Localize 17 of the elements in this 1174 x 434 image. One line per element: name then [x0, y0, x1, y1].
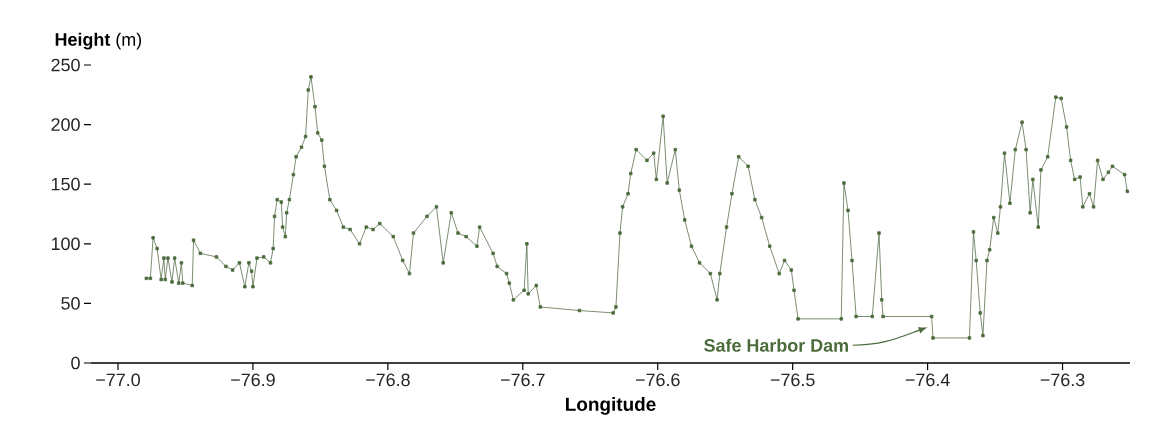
- x-tick-label: −77.0: [96, 373, 140, 387]
- x-tick-label: −76.8: [366, 373, 410, 387]
- x-tick-label: −76.4: [905, 373, 950, 387]
- y-tick-label: 200: [51, 118, 80, 131]
- y-axis-title: Height (m): [55, 32, 142, 50]
- x-tick-label: −76.9: [231, 373, 275, 387]
- y-tick-label: 0: [71, 356, 80, 370]
- x-tick-label: −76.3: [1040, 373, 1085, 387]
- y-tick-label: 250: [51, 58, 80, 72]
- x-tick-label: −76.6: [635, 373, 680, 387]
- x-tick-label: −76.5: [770, 373, 815, 387]
- x-tick-label: −76.7: [501, 373, 545, 387]
- x-axis-title: Longitude: [566, 397, 656, 415]
- annotation: Safe Harbor Dam: [704, 338, 848, 352]
- y-tick-label: 100: [51, 237, 80, 251]
- y-tick-label: 150: [51, 177, 80, 191]
- y-tick-label: 50: [61, 297, 80, 310]
